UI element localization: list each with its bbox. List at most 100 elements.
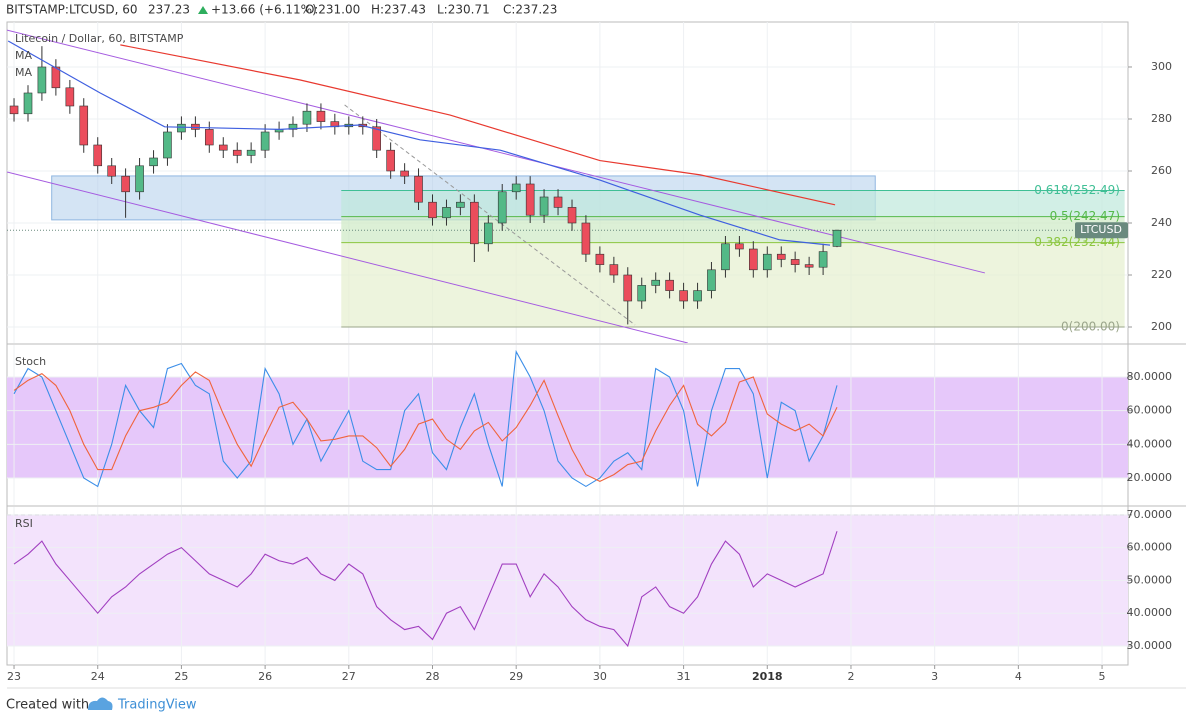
candle-body xyxy=(595,253,605,265)
price-badge xyxy=(1075,222,1128,239)
candle-body xyxy=(177,123,186,133)
trend-line xyxy=(7,171,688,343)
y-tick-label: 220 xyxy=(1151,268,1172,281)
indicator-line xyxy=(13,371,838,482)
y-tick-label: 60.0000 xyxy=(1127,541,1173,554)
x-tick-label: 30 xyxy=(593,670,607,683)
candle-body xyxy=(609,264,619,276)
candle-body xyxy=(804,264,814,268)
candle-body xyxy=(762,253,772,271)
y-tick-label: 280 xyxy=(1151,112,1172,125)
candle-body xyxy=(707,269,716,291)
x-tick-label: 3 xyxy=(931,670,938,683)
y-tick-label: 50.0000 xyxy=(1127,573,1173,586)
candle-body xyxy=(623,274,633,302)
candle-body xyxy=(246,149,256,156)
candle-body xyxy=(721,243,730,271)
y-tick-label: 40.0000 xyxy=(1127,437,1173,450)
indicator-line xyxy=(13,531,838,648)
footer-text: Created with xyxy=(6,698,89,713)
logo xyxy=(88,697,113,710)
y-tick-label: 40.0000 xyxy=(1127,606,1173,619)
candle-body xyxy=(832,229,842,247)
band xyxy=(7,376,1128,478)
x-tick-label: 27 xyxy=(342,670,356,683)
panel xyxy=(7,345,1128,505)
y-tick-label: 260 xyxy=(1151,164,1172,177)
candle-body xyxy=(302,110,312,125)
candle-body xyxy=(121,175,130,193)
price-badge-label: LTCUSD xyxy=(1080,223,1122,236)
x-tick-label: 26 xyxy=(258,670,272,683)
candle-body xyxy=(553,196,563,208)
candle-body xyxy=(525,183,535,216)
candle-body xyxy=(665,279,674,291)
symbol: BITSTAMP:LTCUSD, 60 xyxy=(6,3,138,17)
y-tick-label: 200 xyxy=(1151,320,1172,333)
candle-body xyxy=(9,105,19,115)
candle-body xyxy=(637,285,647,302)
legend-entry: MA xyxy=(15,49,32,62)
candle-body xyxy=(776,253,786,260)
candle-body xyxy=(218,144,228,151)
candle-body xyxy=(511,183,521,193)
x-tick-label: 29 xyxy=(509,670,523,683)
indicator-line xyxy=(13,349,838,488)
candle-body xyxy=(65,87,75,107)
candle-body xyxy=(414,175,423,203)
x-tick-label: 2 xyxy=(847,670,854,683)
candle-body xyxy=(135,165,144,193)
candle-body xyxy=(428,201,437,219)
candle-body xyxy=(107,165,117,177)
fib-label: 0.618(252.49) xyxy=(1034,183,1120,197)
candle-body xyxy=(456,201,465,208)
panel xyxy=(7,507,1128,665)
candle-body xyxy=(232,149,242,156)
candle-body xyxy=(484,222,493,245)
candle-body xyxy=(386,149,395,172)
candle-body xyxy=(400,170,409,177)
candle-body xyxy=(93,144,103,167)
last: 237.23 xyxy=(148,3,190,17)
y-tick-label: 20.0000 xyxy=(1127,471,1173,484)
x-tick-label: 25 xyxy=(174,670,188,683)
x-tick-label: 5 xyxy=(1099,670,1106,683)
header: BITSTAMP:LTCUSD, 60 237.23 +13.66 (+6.11… xyxy=(6,3,557,17)
x-tick-label: 2018 xyxy=(752,670,783,683)
y-tick-label: 30.0000 xyxy=(1127,639,1173,652)
candle-body xyxy=(163,131,172,159)
candle-body xyxy=(693,290,702,302)
fib-fill xyxy=(341,216,1125,243)
up-icon xyxy=(198,6,208,14)
ma-line xyxy=(120,44,836,206)
candle-body xyxy=(191,123,200,130)
candle-body xyxy=(818,251,828,268)
panel-title: RSI xyxy=(15,517,33,530)
footer-brand: TradingView xyxy=(117,698,197,713)
trend-line xyxy=(7,29,986,274)
y-tick-label: 70.0000 xyxy=(1127,508,1173,521)
candle-body xyxy=(651,279,661,286)
panel: 0.618(252.49) 0.5(242.47) 0.382(232.44) 0(2… xyxy=(7,22,1128,343)
legend-entry: MA xyxy=(15,66,32,79)
panel-title: Litecoin / Dollar, 60, BITSTAMP xyxy=(15,32,184,45)
fib-label: 0(200.00) xyxy=(1061,320,1120,334)
candle-body xyxy=(204,129,214,146)
candle-body xyxy=(749,248,758,271)
high: H:237.43 xyxy=(371,3,426,17)
fib-label: 0.5(242.47) xyxy=(1050,209,1120,223)
candle-body xyxy=(23,92,33,115)
candle-body xyxy=(497,191,507,224)
change: +13.66 (+6.11%) xyxy=(211,3,317,17)
footer: Created with TradingView xyxy=(6,697,197,713)
candle-body xyxy=(37,66,47,94)
panel-title: Stoch xyxy=(15,355,46,368)
candle-body xyxy=(679,290,688,302)
y-tick-label: 300 xyxy=(1151,60,1172,73)
candle-body xyxy=(260,131,270,151)
candle-body xyxy=(316,110,326,122)
x-tick-label: 4 xyxy=(1015,670,1022,683)
candle-body xyxy=(470,201,479,245)
